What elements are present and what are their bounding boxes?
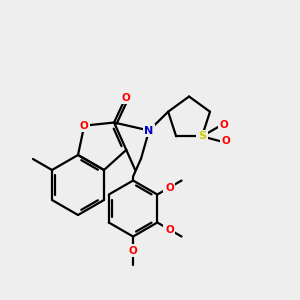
- Text: S: S: [198, 131, 206, 141]
- Text: O: O: [80, 121, 88, 131]
- Text: O: O: [165, 182, 174, 193]
- Text: O: O: [222, 136, 231, 146]
- Text: O: O: [165, 224, 174, 235]
- Text: O: O: [122, 93, 130, 103]
- Text: N: N: [144, 125, 154, 136]
- Text: O: O: [220, 120, 229, 130]
- Text: O: O: [129, 245, 137, 256]
